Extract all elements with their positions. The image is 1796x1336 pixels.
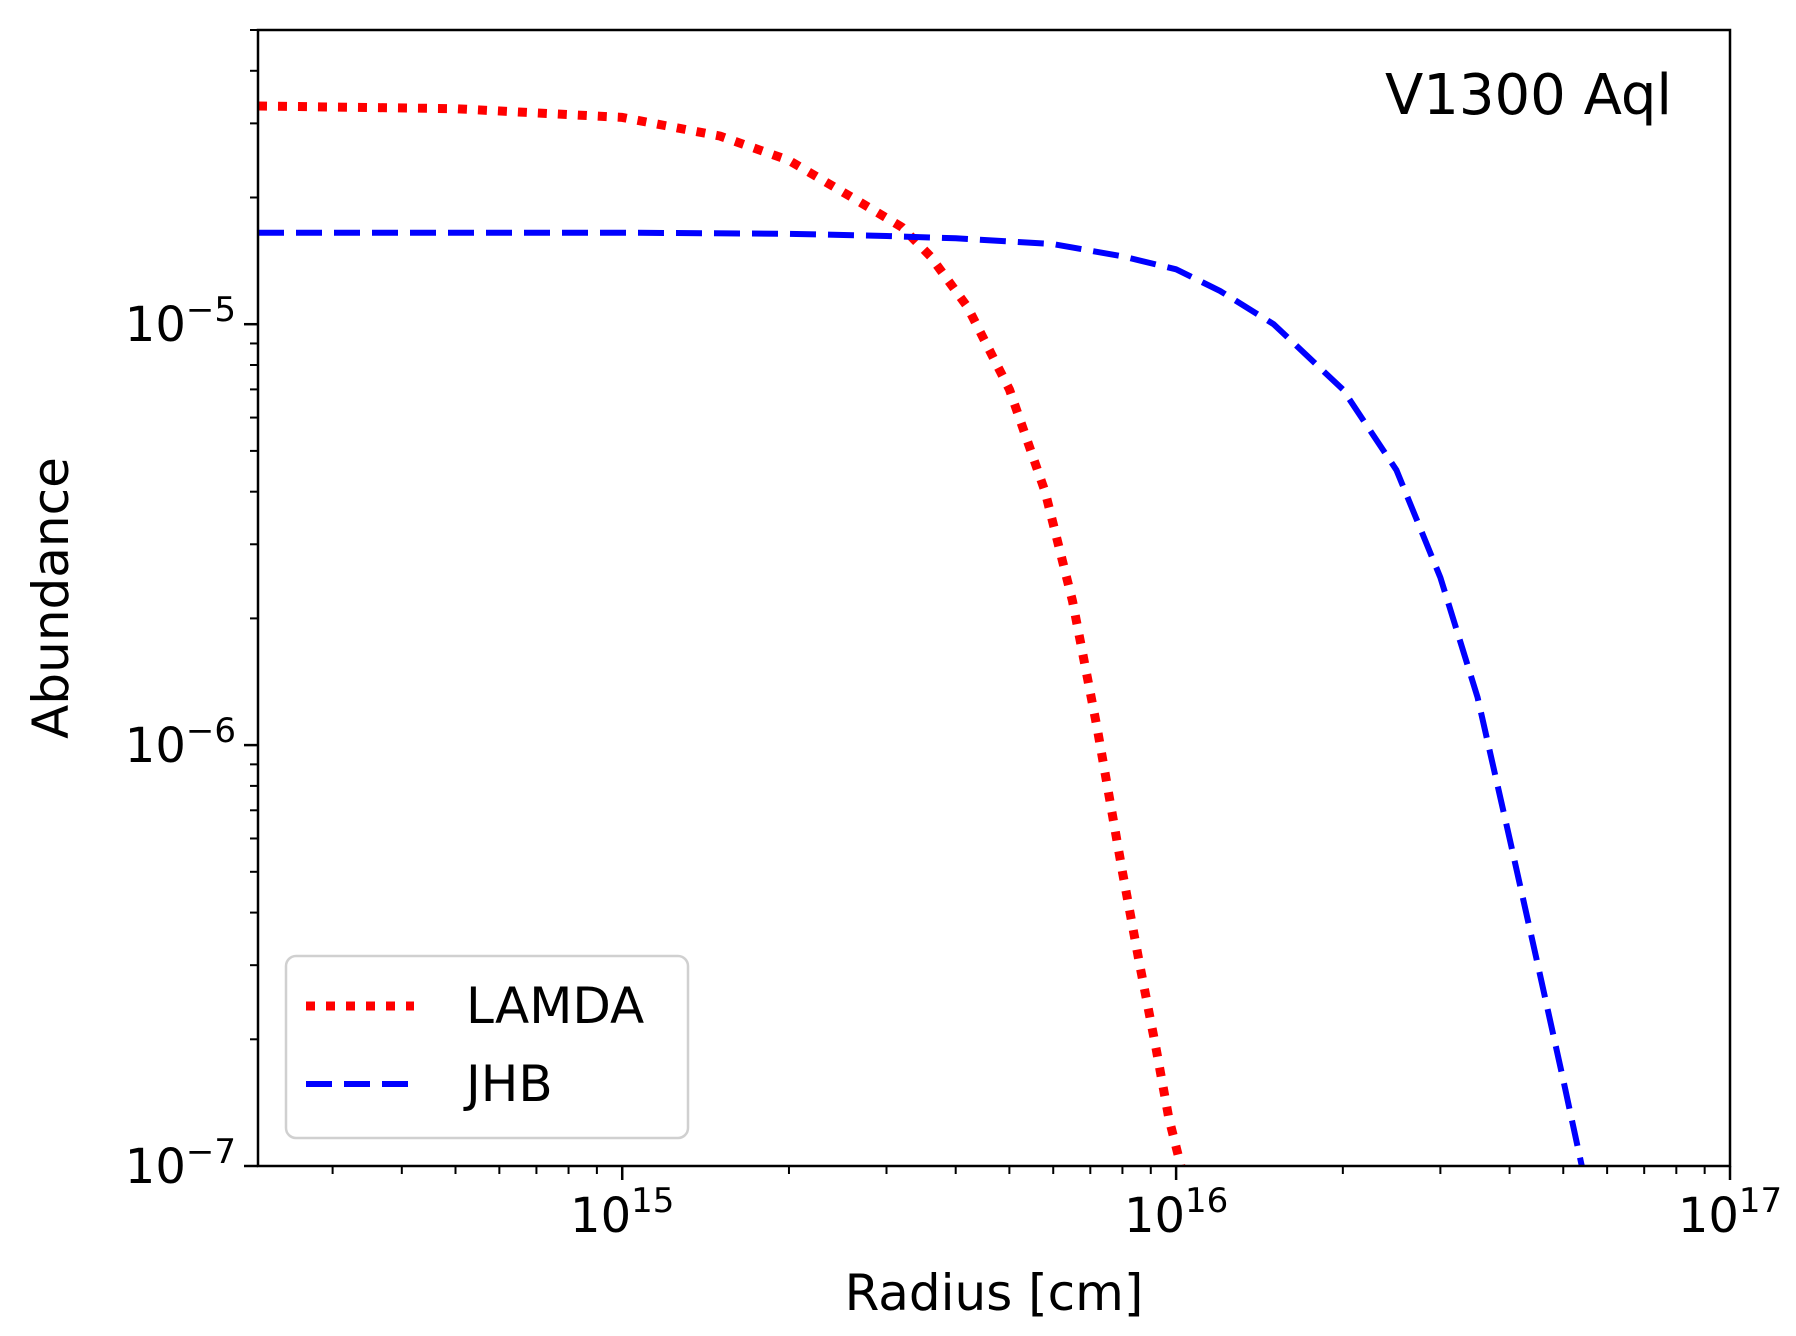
series-line-jhb [258, 229, 1585, 1167]
y-tick-label: 10−6 [125, 711, 236, 774]
x-tick-label: 1015 [570, 1181, 674, 1244]
annotation-text: V1300 Aql [1385, 63, 1672, 128]
plot-frame [256, 28, 1732, 1168]
x-tick-label: 1017 [1678, 1181, 1782, 1244]
y-axis-label: Abundance [22, 457, 80, 739]
legend-label-jhb: JHB [463, 1055, 553, 1113]
series-layer [257, 101, 1585, 1168]
x-axis-label: Radius [cm] [845, 1264, 1144, 1322]
y-tick-label: 10−7 [125, 1132, 236, 1195]
x-tick-labels: 1015 1016 1017 [570, 1181, 1782, 1244]
minor-tick-layer [250, 29, 1706, 1174]
legend-label-lamda: LAMDA [466, 977, 644, 1035]
legend: LAMDA JHB [284, 954, 690, 1140]
y-tick-label: 10−5 [125, 290, 236, 353]
x-tick-label: 1016 [1124, 1181, 1228, 1244]
series-line-lamda [257, 101, 1186, 1168]
y-tick-labels: 10−7 10−6 10−5 [125, 290, 236, 1195]
major-tick-layer [244, 322, 1732, 1180]
